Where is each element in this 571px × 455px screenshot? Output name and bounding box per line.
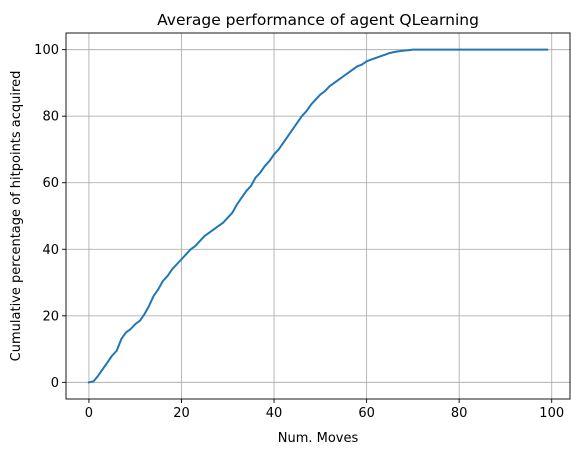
series-layer	[87, 48, 549, 384]
x-tick-label: 20	[173, 406, 190, 421]
x-tick-label: 60	[358, 406, 375, 421]
x-tick-label: 80	[451, 406, 468, 421]
y-tick-label: 0	[51, 376, 59, 391]
y-tick-label: 80	[42, 110, 59, 125]
y-axis-label: Cumulative percentage of hitpoints acqui…	[9, 71, 24, 362]
tick-layer: 0 20 40 60 80 100 0 20 40 60 80 100	[34, 43, 564, 421]
x-axis-label: Num. Moves	[278, 431, 359, 446]
x-tick-label: 0	[85, 406, 93, 421]
y-tick-label: 20	[42, 309, 59, 324]
grid-layer	[66, 33, 570, 399]
plot-frame	[65, 32, 571, 400]
series-line	[87, 48, 549, 384]
y-tick-label: 60	[42, 176, 59, 191]
y-tick-label: 100	[34, 43, 59, 58]
x-tick-label: 40	[266, 406, 283, 421]
chart-title: Average performance of agent QLearning	[157, 11, 479, 29]
x-tick-label: 100	[539, 406, 564, 421]
y-tick-label: 40	[42, 243, 59, 258]
